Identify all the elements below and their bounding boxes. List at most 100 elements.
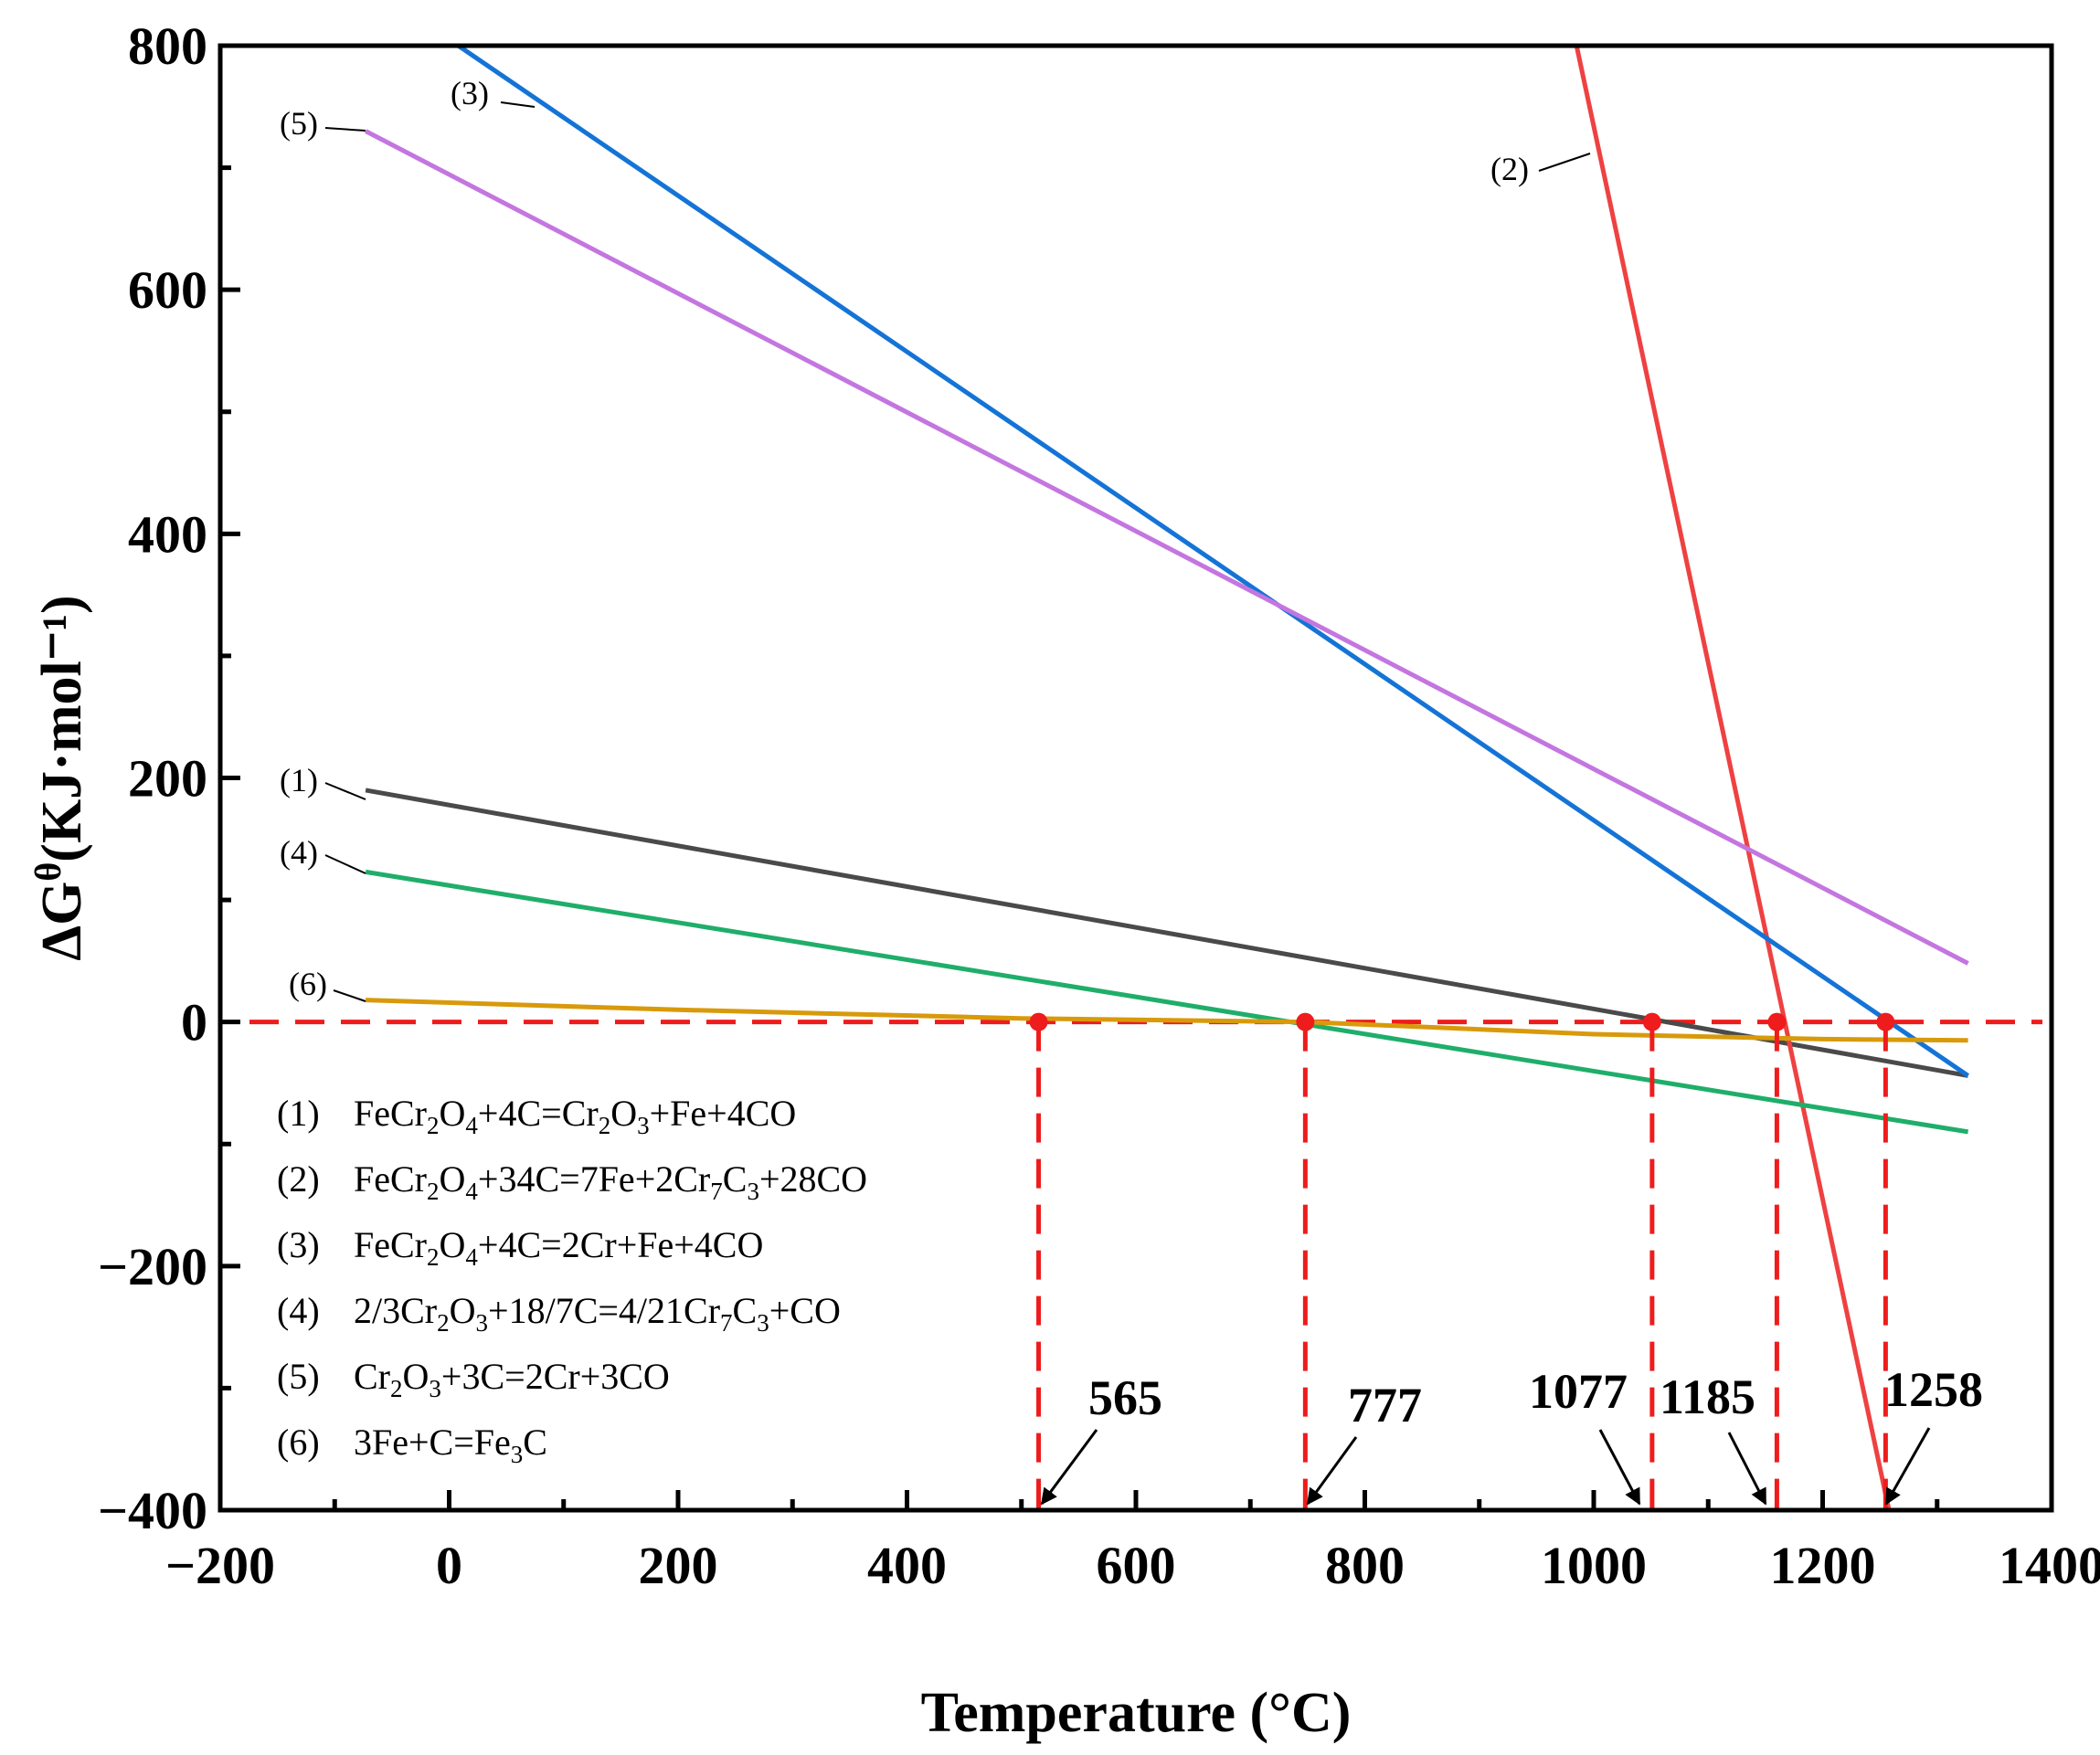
legend-entry-formula: Cr2O3+3C=2Cr+3CO <box>354 1356 670 1402</box>
formula-text: FeCr <box>354 1158 427 1200</box>
tick-labels: −200 0 200 400 600 800 1000 1200 1400−400−200020… <box>98 16 2100 1595</box>
legend: (1) FeCr2O4+4C=Cr2O3+Fe+4CO(2) FeCr2O4+34C… <box>277 1093 867 1468</box>
formula-subscript: 2 <box>427 1243 440 1271</box>
formula-subscript: 7 <box>720 1309 733 1337</box>
crossing-annotations: 565 777 1077 1185 1258 <box>1040 1362 1983 1506</box>
crossing-label: 1185 <box>1660 1369 1755 1424</box>
y-tick-label: 0 <box>181 993 207 1052</box>
formula-subscript: 3 <box>747 1178 759 1205</box>
series-tag-leader-5 <box>324 127 366 132</box>
legend-entry-number: (6) <box>277 1422 320 1463</box>
crossing-arrow <box>1884 1427 1931 1506</box>
formula-text: +18/7C=4/21Cr <box>488 1290 720 1331</box>
y-tick-label: 800 <box>128 16 207 76</box>
formula-text: O <box>440 1224 466 1265</box>
legend-entry-number: (5) <box>277 1356 320 1397</box>
series-tag-4: (4) <box>280 834 318 871</box>
y-axis-title-part: θ <box>27 862 69 882</box>
formula-subscript: 3 <box>757 1309 769 1337</box>
legend-entry-number: (2) <box>277 1158 320 1200</box>
formula-subscript: 2 <box>599 1112 611 1139</box>
series-tag-leader-2 <box>1538 153 1591 172</box>
series-line-4 <box>365 869 1969 1135</box>
formula-subscript: 3 <box>637 1112 650 1139</box>
y-axis-title-part: ) <box>31 595 93 614</box>
series-tag-leader-3 <box>500 101 536 108</box>
formula-subscript: 4 <box>465 1178 478 1205</box>
series-tag-1: (1) <box>280 762 318 798</box>
crossing-arrow <box>1040 1429 1098 1506</box>
legend-entry-formula: 2/3Cr2O3+18/7C=4/21Cr7C3+CO <box>354 1290 841 1337</box>
y-tick-label: −400 <box>98 1481 207 1540</box>
formula-text: +CO <box>769 1290 841 1331</box>
formula-text: +3C=2Cr+3CO <box>441 1356 670 1397</box>
series-tag-5: (5) <box>280 105 318 142</box>
crossing-marker <box>1876 1012 1895 1031</box>
series-line-5 <box>364 129 1969 966</box>
series-tags: (1) (2) (3) (4) (5) (6) <box>280 75 1591 1002</box>
formula-text: +Fe+4CO <box>650 1093 797 1134</box>
series-tag-3: (3) <box>451 75 489 111</box>
x-tick-label: 800 <box>1325 1536 1405 1595</box>
crossing-points <box>1029 1012 1895 1510</box>
formula-subscript: 7 <box>710 1178 723 1205</box>
formula-subscript: 3 <box>476 1309 489 1337</box>
formula-text: 2/3Cr <box>354 1290 437 1331</box>
crossing-arrow <box>1727 1432 1767 1506</box>
formula-text: C <box>723 1158 748 1200</box>
formula-text: C <box>523 1422 547 1463</box>
x-tick-label: 1400 <box>1999 1536 2100 1595</box>
formula-subscript: 4 <box>465 1243 478 1271</box>
y-axis-title-part: ΔG <box>31 882 93 961</box>
legend-entry-formula: FeCr2O4+4C=2Cr+Fe+4CO <box>354 1224 763 1271</box>
legend-entry-number: (3) <box>277 1224 320 1265</box>
x-tick-label: 1000 <box>1541 1536 1647 1595</box>
series-tag-leader-6 <box>333 989 366 1002</box>
formula-subscript: 4 <box>465 1112 478 1139</box>
formula-subscript: 2 <box>390 1375 403 1402</box>
legend-entry-formula: FeCr2O4+34C=7Fe+2Cr7C3+28CO <box>354 1158 867 1205</box>
formula-text: +34C=7Fe+2Cr <box>478 1158 710 1200</box>
formula-text: O <box>403 1356 430 1397</box>
formula-text: FeCr <box>354 1224 427 1265</box>
x-tick-label: −200 <box>165 1536 275 1595</box>
crossing-label: 1258 <box>1884 1362 1983 1417</box>
series-tag-leader-4 <box>324 854 366 874</box>
legend-entry-formula: 3Fe+C=Fe3C <box>354 1422 547 1468</box>
formula-text: O <box>450 1290 476 1331</box>
formula-text: +4C=Cr <box>478 1093 599 1134</box>
crossing-label: 1077 <box>1529 1364 1628 1419</box>
y-tick-label: −200 <box>98 1237 207 1296</box>
y-axis-title-part: (KJ·mol <box>31 661 93 862</box>
formula-text: Cr <box>354 1356 390 1397</box>
series-tag-6: (6) <box>289 966 327 1002</box>
formula-text: +4C=2Cr+Fe+4CO <box>478 1224 763 1265</box>
x-tick-label: 1200 <box>1770 1536 1876 1595</box>
formula-text: O <box>440 1158 466 1200</box>
series-lines <box>364 46 1970 1510</box>
x-axis-title: Temperature (°C) <box>921 1682 1352 1744</box>
formula-text: +28CO <box>759 1158 867 1200</box>
formula-text: C <box>733 1290 758 1331</box>
series-line-3 <box>457 46 1970 1078</box>
crossing-arrow <box>1306 1436 1358 1506</box>
crossing-marker <box>1642 1012 1661 1031</box>
y-tick-label: 400 <box>128 504 207 564</box>
y-tick-label: 600 <box>128 260 207 320</box>
series-line-2 <box>1574 46 1892 1510</box>
x-tick-label: 600 <box>1097 1536 1176 1595</box>
formula-subscript: 2 <box>427 1178 440 1205</box>
x-tick-label: 200 <box>639 1536 718 1595</box>
formula-text: O <box>440 1093 466 1134</box>
formula-text: FeCr <box>354 1093 427 1134</box>
legend-entry-number: (4) <box>277 1290 320 1331</box>
formula-subscript: 2 <box>427 1112 440 1139</box>
crossing-marker <box>1029 1012 1048 1031</box>
crossing-label: 565 <box>1088 1370 1162 1425</box>
y-tick-label: 200 <box>128 749 207 809</box>
series-tag-2: (2) <box>1490 151 1529 187</box>
x-tick-label: 400 <box>867 1536 947 1595</box>
formula-text: 3Fe+C=Fe <box>354 1422 511 1463</box>
crossing-marker <box>1296 1012 1315 1031</box>
legend-entry-formula: FeCr2O4+4C=Cr2O3+Fe+4CO <box>354 1093 796 1139</box>
